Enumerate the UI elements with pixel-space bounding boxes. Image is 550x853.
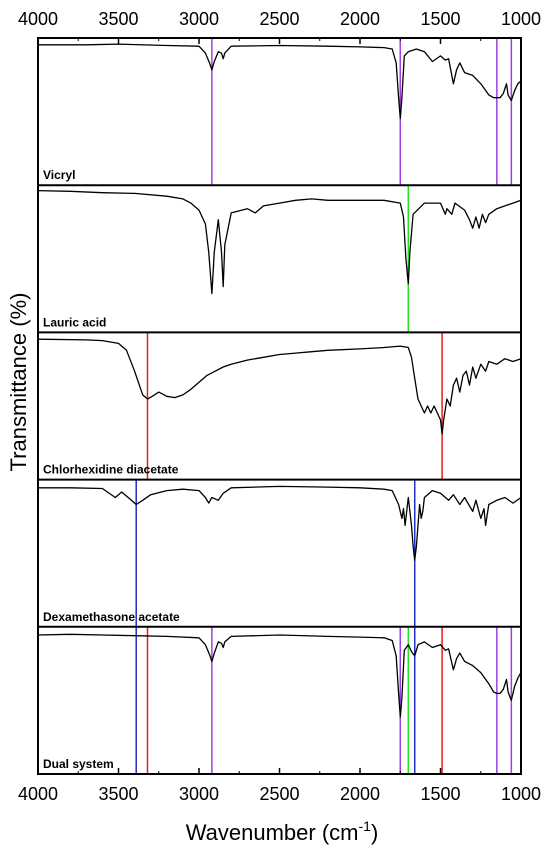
panel-label-dexamethasone-acetate: Dexamethasone acetate (43, 610, 180, 624)
bottom-tick-label-4000: 4000 (18, 784, 58, 804)
panel-labels: Vicryl Lauric acid Chlorhexidine diacetate… (43, 168, 180, 771)
bottom-tick-label-2500: 2500 (259, 784, 299, 804)
top-tick-label-1500: 1500 (420, 9, 460, 29)
spectra-curves (37, 43, 522, 718)
y-axis-title: Transmittance (%) (6, 293, 31, 472)
plot-border (37, 37, 522, 775)
spectrum-lauric-acid (37, 189, 522, 295)
bottom-tick-label-3500: 3500 (98, 784, 138, 804)
bottom-tick-label-3000: 3000 (179, 784, 219, 804)
panel-label-chlorhexidine-diacetate: Chlorhexidine diacetate (43, 463, 179, 477)
spectrum-chlorhexidine-diacetate (37, 338, 522, 435)
top-tick-label-1000: 1000 (501, 9, 541, 29)
spectrum-dexamethasone-acetate (38, 485, 522, 561)
top-tick-label-2000: 2000 (340, 9, 380, 29)
top-tick-label-4000: 4000 (18, 9, 58, 29)
panel-label-dual-system: Dual system (43, 757, 114, 771)
bottom-tick-label-1000: 1000 (501, 784, 541, 804)
panel-label-lauric-acid: Lauric acid (43, 315, 106, 329)
axis-ticks: 4000 4000 3500 3500 3000 3000 2500 2500 2000 2000… (18, 9, 541, 804)
bottom-tick-label-1500: 1500 (420, 784, 460, 804)
bottom-tick-label-2000: 2000 (340, 784, 380, 804)
top-tick-label-3000: 3000 (179, 9, 219, 29)
x-axis-title: Wavenumber (cm-1) (186, 818, 379, 845)
x-axis-title-close: ) (371, 820, 378, 845)
x-axis-title-superscript: -1 (359, 818, 372, 834)
top-tick-label-3500: 3500 (98, 9, 138, 29)
spectrum-dual-system (37, 633, 522, 718)
spectrum-vicryl (38, 43, 522, 120)
top-tick-label-2500: 2500 (259, 9, 299, 29)
panel-label-vicryl: Vicryl (43, 168, 75, 182)
plot-frame (37, 37, 522, 775)
x-axis-title-main: Wavenumber (cm (186, 820, 359, 845)
